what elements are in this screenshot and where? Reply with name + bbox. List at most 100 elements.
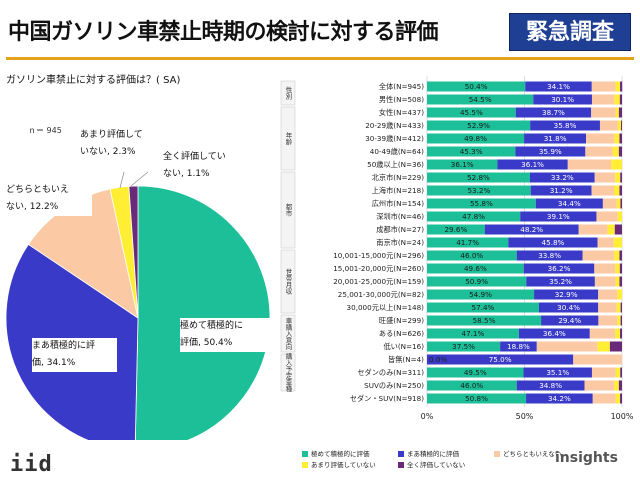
category-label: セダン・SUV(N=918) [350,394,424,403]
bar-value-label: 49.8% [464,134,487,143]
category-label: 低い(N=16) [383,342,424,351]
bar-segment [427,107,516,118]
bar-segment [616,302,621,313]
x-tick-label: 100% [611,412,634,421]
bar-segment [533,94,592,105]
bar-segment [427,185,531,196]
legend-label: まあ積極的に評価 [407,449,460,458]
bar-segment [615,276,620,287]
bar-value-label: 45.3% [460,147,483,156]
bar-value-label: 29.4% [558,316,581,325]
category-label: 皆無(N=4) [388,355,424,364]
bar-segment [612,146,619,157]
bar-value-label: 36.2% [548,264,571,273]
bar-segment [614,133,620,144]
bar-value-label: 31.2% [550,186,573,195]
bar-segment [615,393,621,404]
bar-value-label: 49.6% [464,264,487,273]
bar-segment [594,172,616,183]
legend-label: あまり評価していない [311,460,376,469]
category-label: 南京市(N=24) [376,238,424,247]
bar-segment [589,328,616,339]
category-label: 15,001-20,000元(N=260) [333,264,424,273]
group-label: 都市 [284,203,292,218]
bar-segment [617,120,622,131]
bar-segment [609,341,622,352]
bar-value-label: 54.9% [469,290,492,299]
bar-segment [497,159,568,170]
pie-slice-label: まあ積極的に評 価, 34.1% [32,338,117,372]
bar-segment [611,159,622,170]
pie-slice-label: あまり評価して いない, 2.3% [80,127,160,161]
bar-segment [615,263,620,274]
bar-segment [427,276,527,287]
bar-value-label: 37.5% [452,342,475,351]
bar-value-label: 58.5% [473,316,496,325]
bar-value-label: 53.2% [467,186,490,195]
category-label: 30-39歳(N=412) [365,134,424,143]
bar-segment [615,328,621,339]
bar-value-label: 46.0% [460,251,483,260]
bar-segment [620,328,622,339]
category-label: 成都市(N=27) [376,225,424,234]
question-text: ガソリン車禁止に対する評価は？( SA) [6,75,181,86]
bar-segment [427,263,524,274]
bar-segment [594,276,616,287]
group-label: 購入予定車種 [284,352,292,394]
bar-value-label: 36.1% [521,160,544,169]
bar-segment [427,237,509,248]
category-label: 広州市(N=154) [372,199,424,208]
bar-segment [427,120,531,131]
bar-segment [427,315,542,326]
bar-segment [515,107,592,118]
bar-segment [538,302,599,313]
bar-segment [526,393,593,404]
bar-segment [620,198,622,209]
bar-value-label: 47.1% [462,329,485,338]
bar-value-label: 45.8% [542,238,565,247]
bar-value-label: 36.1% [451,160,474,169]
bar-value-label: 31.8% [544,134,567,143]
bar-segment [586,133,615,144]
bar-segment [592,393,616,404]
bar-segment [614,250,620,261]
bar-segment [584,380,615,391]
bar-segment [484,224,579,235]
bar-value-label: 34.2% [548,394,571,403]
legend-label: どちらともいえない [503,450,561,458]
bar-segment [529,172,595,183]
bar-segment [615,172,621,183]
pie-sample-size: ｎ＝ 945 [28,126,62,135]
bar-segment [427,94,534,105]
bar-segment [582,250,615,261]
bar-segment [602,198,617,209]
category-label: 10,001-15,000元(N=296) [333,251,424,260]
bar-segment [520,211,597,222]
bar-segment [614,224,622,235]
group-label: 車購入意向 [284,316,292,350]
bar-segment [427,302,539,313]
category-label: 25,001-30,000元(N=82) [338,290,424,299]
bar-segment [613,237,622,248]
bar-segment [515,146,586,157]
bar-value-label: 46.0% [460,381,483,390]
bar-value-label: 38.7% [542,108,565,117]
bar-segment [427,81,526,92]
bar-value-label: 35.8% [554,121,577,130]
bar-value-label: 48.2% [520,225,543,234]
bar-segment [599,120,618,131]
bar-value-label: 29.6% [444,225,467,234]
bar-value-label: 33.8% [538,251,561,260]
bar-segment [427,133,525,144]
bar-segment [516,380,585,391]
bar-segment [427,198,536,209]
bar-value-label: 34.1% [547,82,570,91]
bar-segment [620,81,623,92]
bar-segment [620,393,622,404]
bar-segment [518,328,590,339]
brand-logo: iid [10,452,53,477]
bar-value-label: 32.9% [555,290,578,299]
title-bar: 中国ガソリン車禁止時期の検討に対する評価 緊急調査 [0,0,640,60]
group-label-box [280,314,296,353]
